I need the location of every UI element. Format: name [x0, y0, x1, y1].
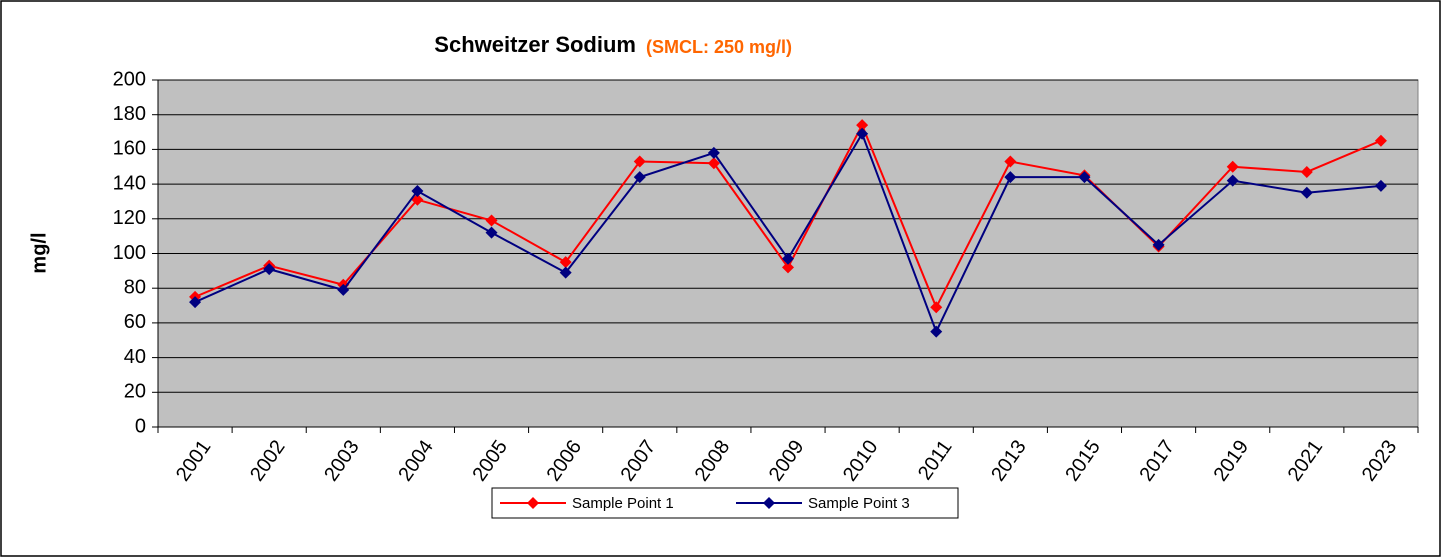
marker	[707, 157, 720, 170]
chart-subtitle: (SMCL: 250 mg/l)	[646, 37, 792, 57]
y-tick-label: 80	[124, 276, 146, 298]
legend-label: Sample Point 1	[572, 495, 674, 512]
y-tick-label: 100	[113, 242, 146, 264]
marker	[856, 127, 869, 140]
marker	[485, 214, 498, 227]
marker	[1300, 186, 1313, 199]
y-tick-label: 60	[124, 311, 146, 333]
marker	[930, 325, 943, 338]
marker	[189, 296, 202, 309]
marker	[782, 261, 794, 274]
marker	[782, 252, 794, 265]
marker	[263, 263, 276, 276]
marker	[559, 266, 572, 279]
legend-box	[491, 487, 959, 519]
marker	[559, 256, 572, 269]
marker	[1226, 160, 1239, 173]
marker	[930, 301, 943, 314]
marker	[856, 119, 869, 132]
y-tick-label: 0	[135, 415, 146, 437]
y-tick-label: 40	[124, 346, 146, 368]
chart-title: Schweitzer Sodium	[434, 32, 636, 57]
marker	[1226, 174, 1239, 187]
marker	[1004, 171, 1017, 184]
y-tick-label: 20	[124, 381, 146, 403]
marker	[1374, 179, 1387, 192]
y-tick-label: 140	[113, 172, 146, 194]
y-axis-label: mg/l	[28, 232, 50, 273]
marker	[1152, 238, 1165, 251]
marker	[411, 185, 424, 198]
y-tick-label: 120	[113, 207, 146, 229]
legend-marker	[763, 497, 775, 509]
y-tick-label: 200	[113, 68, 146, 90]
marker	[1300, 165, 1313, 178]
legend-marker	[527, 497, 539, 509]
y-tick-label: 160	[113, 138, 146, 160]
marker	[411, 193, 424, 206]
legend-label: Sample Point 3	[808, 495, 910, 512]
marker	[1078, 171, 1091, 184]
marker	[633, 171, 646, 184]
y-tick-label: 180	[113, 103, 146, 125]
marker	[1004, 155, 1017, 168]
marker	[633, 155, 646, 168]
marker	[485, 226, 498, 239]
marker	[337, 283, 350, 296]
marker	[1374, 134, 1387, 147]
marker	[707, 146, 720, 159]
